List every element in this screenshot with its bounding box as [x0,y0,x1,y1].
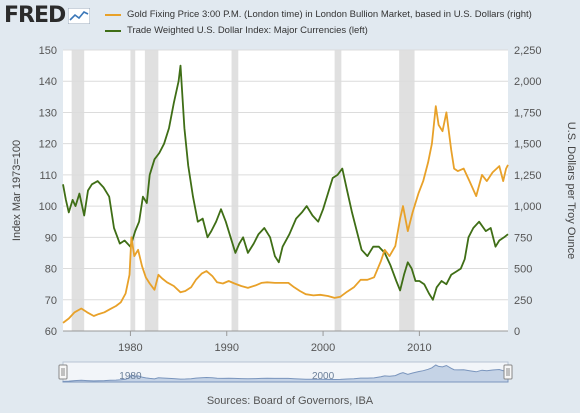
recession-band-5 [399,50,415,331]
legend-swatch-usd-index [105,30,121,32]
recession-band-1 [130,50,136,331]
y-tick-right-4: 1,000 [514,201,542,213]
y-tick-right-8: 2,000 [514,76,542,88]
recession-band-3 [231,50,239,331]
y-tick-right-9: 2,250 [514,45,542,57]
legend-item-usd-index[interactable]: Trade Weighted U.S. Dollar Index: Major … [105,23,532,39]
x-tick-label-3: 2010 [407,342,431,354]
chart-legend: Gold Fixing Price 3:00 P.M. (London time… [105,7,532,39]
series-line-usd-index [62,64,509,301]
dual-axis-line-chart: 60 70 80 90 100 110 120 130 140 150 0 250 500 750 1,00… [11,45,577,383]
legend-swatch-gold [105,14,121,16]
y-tick-right-5: 1,250 [514,170,542,182]
source-note: Sources: Board of Governors, IBA [206,395,374,407]
x-tick-label-1: 1990 [215,342,239,354]
fred-logo[interactable]: FRED [4,3,91,28]
navigator-tick-label-0: 1980 [119,371,142,382]
y-tick-left-3: 90 [45,232,57,244]
y-tick-left-1: 70 [45,295,57,307]
y-tick-right-3: 750 [514,232,532,244]
y-tick-left-0: 60 [45,326,57,338]
y-tick-left-9: 150 [39,45,57,57]
series-line-gold [62,105,509,324]
range-navigator: 1980 2000 [58,361,513,383]
recession-band-4 [334,50,342,331]
legend-label-gold: Gold Fixing Price 3:00 P.M. (London time… [127,9,532,20]
y-tick-right-0: 0 [514,326,520,338]
legend-label-usd-index: Trade Weighted U.S. Dollar Index: Major … [127,25,368,36]
line-chart-icon [68,7,91,24]
navigator-area [62,364,509,383]
navigator-handle-right[interactable] [503,364,513,380]
navigator-tick-label-1: 2000 [312,371,335,382]
y-tick-left-4: 100 [39,201,57,213]
x-tick-label-2: 2000 [311,342,335,354]
recession-band-0 [71,50,85,331]
y-tick-left-6: 120 [39,139,57,151]
y-axis-label-left: Index Mar 1973=100 [11,140,23,241]
y-tick-right-2: 500 [514,264,532,276]
y-tick-right-1: 250 [514,295,532,307]
y-tick-right-6: 1,500 [514,139,542,151]
plot-area [63,50,508,331]
y-tick-left-8: 140 [39,76,57,88]
y-tick-left-7: 130 [39,107,57,119]
recession-band-2 [144,50,159,331]
legend-item-gold[interactable]: Gold Fixing Price 3:00 P.M. (London time… [105,7,532,23]
navigator-handle-left[interactable] [58,364,68,380]
x-tick-label-0: 1980 [118,342,142,354]
logo-text: FRED [4,3,66,28]
y-tick-right-7: 1,750 [514,107,542,119]
y-tick-left-2: 80 [45,264,57,276]
y-tick-left-5: 110 [39,170,57,182]
y-axis-label-right: U.S. Dollars per Troy Ounce [565,122,577,260]
